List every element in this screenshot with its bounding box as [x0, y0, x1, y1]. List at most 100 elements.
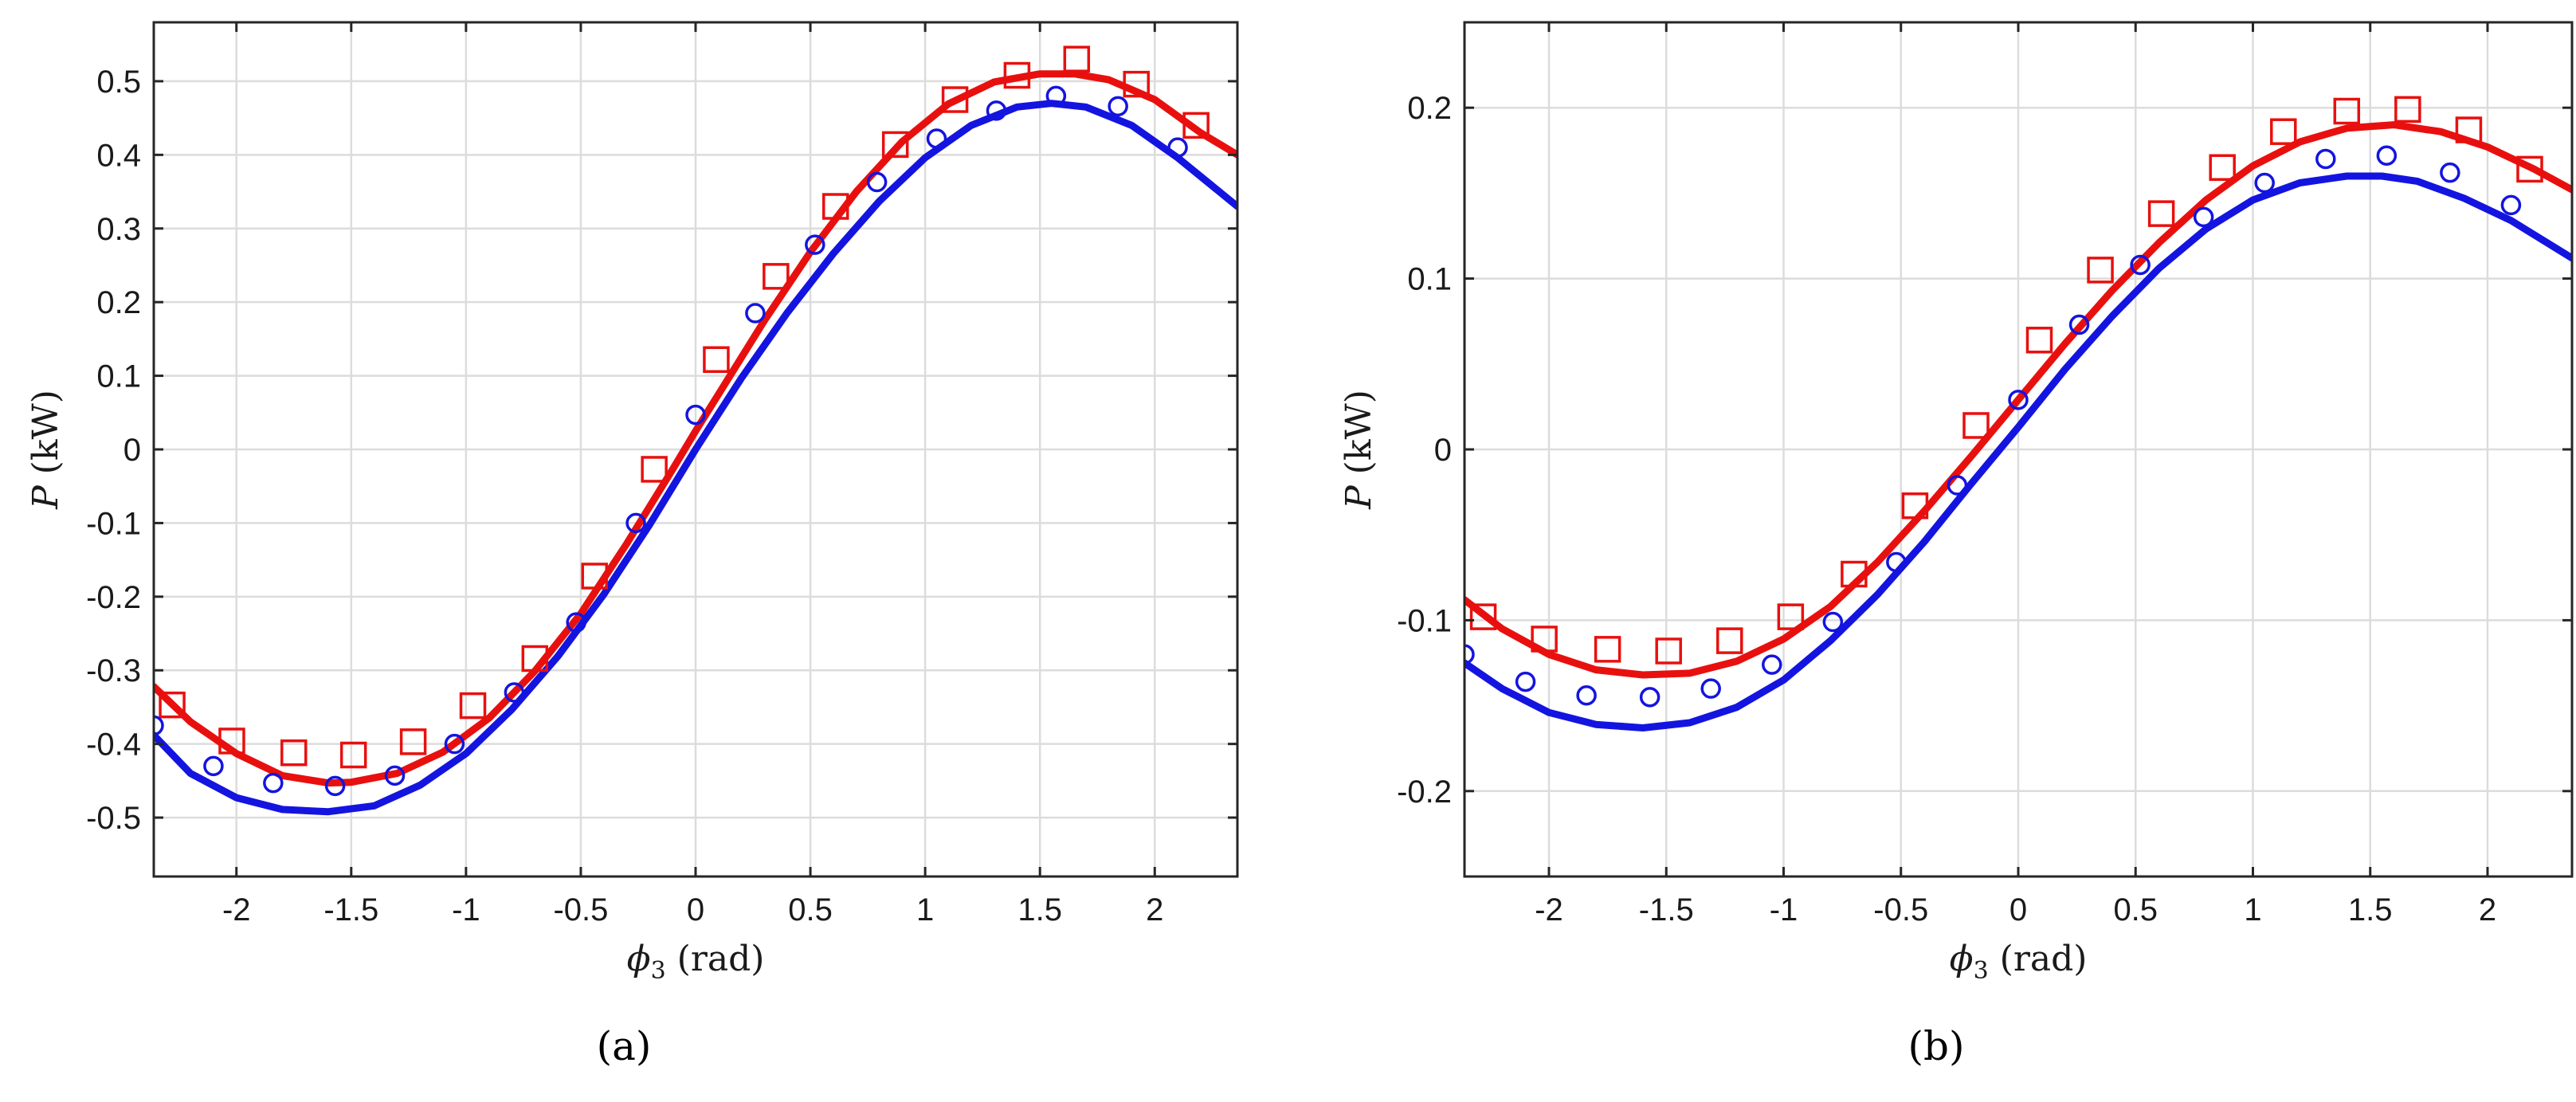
data-marker-circle [566, 612, 586, 633]
data-marker-circle [1639, 687, 1660, 708]
x-tick-label: -1 [1770, 892, 1798, 927]
y-axis-symbol-b: P [1339, 484, 1379, 510]
data-marker-square [2147, 200, 2175, 227]
data-marker-square [763, 263, 790, 290]
data-marker-square [1123, 70, 1150, 98]
data-marker-square [881, 131, 909, 159]
x-tick-label: -1.5 [323, 892, 378, 927]
data-marker-circle [1045, 85, 1067, 107]
data-marker-square [521, 645, 549, 673]
data-marker-square [459, 692, 487, 720]
data-marker-circle [2500, 194, 2522, 216]
x-axis-unit-a: (rad) [677, 939, 765, 979]
data-marker-square [2209, 154, 2236, 181]
y-axis-unit-a: (kW) [25, 390, 66, 474]
x-tick-label: 2 [2479, 892, 2496, 927]
series-line-blue-b [1464, 172, 2572, 731]
data-marker-circle [625, 512, 646, 534]
x-tick-label: 1 [2244, 892, 2261, 927]
data-marker-circle [1515, 671, 1536, 692]
x-axis-label-b: ϕ3 (rad) [1950, 939, 2088, 985]
data-marker-circle [384, 765, 406, 786]
data-marker-square [581, 563, 608, 590]
data-marker-circle [986, 100, 1007, 121]
y-tick-label: 0.1 [1407, 262, 1452, 297]
x-axis-symbol-b: ϕ [1950, 939, 1974, 979]
data-marker-circle [324, 775, 346, 797]
y-tick-label: 0.5 [96, 65, 141, 100]
data-marker-square [1777, 603, 1805, 630]
x-axis-label-a: ϕ3 (rad) [627, 939, 765, 985]
y-axis-unit-b: (kW) [1339, 390, 1379, 474]
data-marker-circle [1822, 611, 1844, 633]
data-marker-square [218, 727, 245, 755]
data-marker-square [941, 86, 969, 113]
series-line-red-a [154, 70, 1237, 787]
x-axis-unit-b: (rad) [2000, 939, 2088, 979]
chart-panel-a: -2 -1.5 -1 -0.5 0 0.5 1 1.5 2 -0.5-0.4-0.3-0.2-0… [25, 21, 1239, 1069]
chart-panel-b: -2 -1.5 -1 -0.5 0 0.5 1 1.5 2 -0.2 -0.1 0 0.1 0.2 ϕ3… [1339, 21, 2574, 1069]
data-marker-square [2025, 327, 2053, 354]
y-tick-label: -0.5 [86, 801, 141, 836]
data-marker-square [280, 739, 308, 767]
data-marker-square [1182, 112, 1210, 139]
data-marker-square [1003, 61, 1031, 89]
data-marker-circle [504, 682, 525, 703]
x-tick-label: 0.5 [788, 892, 833, 927]
y-tick-label: -0.2 [86, 580, 141, 615]
y-tick-label: 0.2 [96, 285, 141, 320]
data-marker-square [641, 456, 668, 483]
panel-label-b: (b) [1907, 1023, 1964, 1069]
x-tick-label: -2 [1535, 892, 1563, 927]
data-marker-circle [866, 171, 888, 193]
data-marker-circle [444, 733, 465, 755]
grid-b [1464, 22, 2572, 877]
y-tick-label: -0.3 [86, 653, 141, 688]
y-tick-label: 0.2 [1407, 91, 1452, 126]
data-marker-circle [203, 755, 224, 777]
y-ticks-a: -0.5 -0.4 -0.3 -0.2 -0.1 0 0.1 0.2 0.3 0.4 0.5 [86, 65, 1237, 836]
data-marker-square [339, 741, 367, 769]
data-marker-circle [2376, 145, 2398, 166]
data-marker-square [1469, 603, 1497, 630]
data-marker-square [399, 728, 427, 755]
series-line-red-b [1464, 121, 2572, 679]
data-marker-square [2394, 96, 2421, 124]
y-tick-label: -0.1 [1397, 603, 1452, 638]
data-marker-square [2333, 97, 2361, 125]
data-marker-square [2455, 116, 2483, 143]
data-marker-circle [2068, 314, 2090, 335]
data-marker-circle [1167, 137, 1188, 158]
data-marker-circle [1700, 678, 1721, 699]
y-axis-label-b: P (kW) [1339, 390, 1379, 510]
data-marker-square [703, 346, 730, 374]
data-marker-square [1716, 627, 1743, 654]
data-marker-circle [2440, 162, 2460, 183]
data-marker-square [1901, 492, 1929, 520]
data-marker-circle [1947, 475, 1968, 496]
x-ticks-b: -2 -1.5 -1 -0.5 0 0.5 1 1.5 2 [1535, 22, 2496, 927]
panel-label-a: (a) [597, 1023, 652, 1069]
data-marker-circle [685, 404, 706, 426]
series-a [154, 45, 1237, 816]
y-tick-label: 0.1 [96, 359, 141, 394]
x-ticks-a: -2 -1.5 -1 -0.5 0 0.5 1 1.5 2 [222, 22, 1163, 927]
x-tick-label: -1 [452, 892, 480, 927]
x-tick-label: -2 [222, 892, 251, 927]
x-tick-label: 1 [916, 892, 934, 927]
data-marker-square [2270, 118, 2297, 145]
data-marker-circle [1464, 644, 1475, 665]
y-tick-label: -0.2 [1397, 775, 1452, 810]
y-tick-label: 0.4 [96, 138, 141, 173]
data-marker-circle [2130, 254, 2151, 276]
data-marker-circle [1576, 684, 1597, 706]
x-tick-label: -0.5 [1873, 892, 1928, 927]
data-marker-circle [263, 772, 284, 794]
data-marker-square [1063, 45, 1091, 73]
data-marker-circle [926, 128, 947, 149]
data-marker-square [1594, 636, 1621, 663]
y-tick-label: 0 [124, 433, 141, 468]
data-marker-square [1531, 626, 1558, 653]
